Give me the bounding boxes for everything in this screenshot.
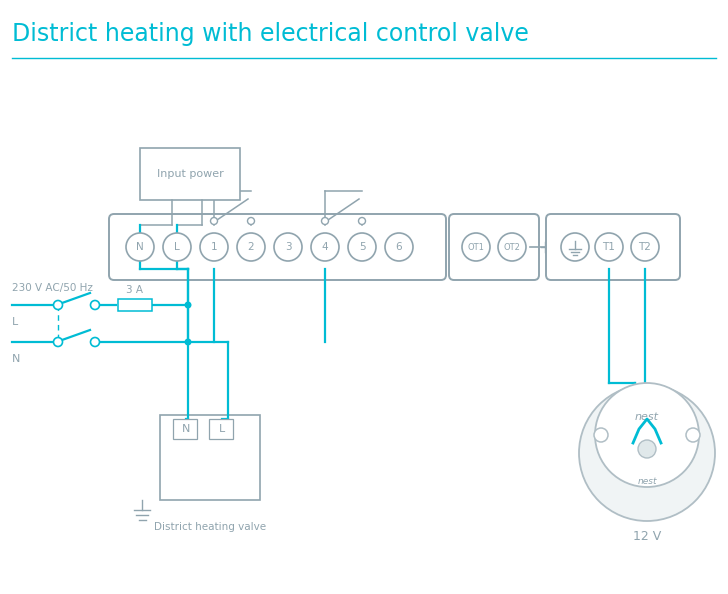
Circle shape — [184, 339, 191, 346]
Text: L: L — [174, 242, 180, 252]
Circle shape — [385, 233, 413, 261]
Text: 1: 1 — [210, 242, 218, 252]
Text: nest: nest — [637, 476, 657, 485]
Text: Input power: Input power — [157, 169, 223, 179]
FancyBboxPatch shape — [160, 415, 260, 500]
Circle shape — [200, 233, 228, 261]
Text: N: N — [182, 424, 190, 434]
FancyBboxPatch shape — [109, 214, 446, 280]
Circle shape — [498, 233, 526, 261]
Circle shape — [248, 217, 255, 225]
Text: 6: 6 — [396, 242, 403, 252]
FancyBboxPatch shape — [118, 299, 152, 311]
Circle shape — [595, 233, 623, 261]
Text: N: N — [12, 354, 20, 364]
Text: District heating valve: District heating valve — [154, 522, 266, 532]
Circle shape — [237, 233, 265, 261]
Circle shape — [90, 301, 100, 309]
Text: N: N — [136, 242, 144, 252]
Circle shape — [631, 233, 659, 261]
Text: District heating with electrical control valve: District heating with electrical control… — [12, 22, 529, 46]
FancyBboxPatch shape — [449, 214, 539, 280]
Circle shape — [595, 383, 699, 487]
Text: OT1: OT1 — [467, 242, 484, 251]
FancyBboxPatch shape — [209, 419, 233, 439]
Circle shape — [561, 233, 589, 261]
Text: 4: 4 — [322, 242, 328, 252]
Circle shape — [53, 337, 63, 346]
Circle shape — [184, 302, 191, 308]
Circle shape — [274, 233, 302, 261]
Circle shape — [348, 233, 376, 261]
Circle shape — [638, 440, 656, 458]
Circle shape — [594, 428, 608, 442]
Circle shape — [126, 233, 154, 261]
Text: 5: 5 — [359, 242, 365, 252]
Circle shape — [53, 301, 63, 309]
Text: OT2: OT2 — [504, 242, 521, 251]
FancyBboxPatch shape — [173, 419, 197, 439]
Circle shape — [90, 337, 100, 346]
FancyBboxPatch shape — [546, 214, 680, 280]
Text: 12 V: 12 V — [633, 530, 661, 544]
Text: 3: 3 — [285, 242, 291, 252]
Circle shape — [358, 217, 365, 225]
Text: nest: nest — [635, 412, 659, 422]
Circle shape — [311, 233, 339, 261]
Text: 2: 2 — [248, 242, 254, 252]
FancyBboxPatch shape — [140, 148, 240, 200]
Text: 230 V AC/50 Hz: 230 V AC/50 Hz — [12, 283, 93, 293]
Text: L: L — [12, 317, 18, 327]
Circle shape — [163, 233, 191, 261]
Circle shape — [210, 217, 218, 225]
Text: 3 A: 3 A — [127, 285, 143, 295]
Text: T2: T2 — [638, 242, 652, 252]
Text: L: L — [219, 424, 225, 434]
Circle shape — [462, 233, 490, 261]
Circle shape — [579, 385, 715, 521]
Circle shape — [686, 428, 700, 442]
Circle shape — [322, 217, 328, 225]
Text: T1: T1 — [603, 242, 615, 252]
